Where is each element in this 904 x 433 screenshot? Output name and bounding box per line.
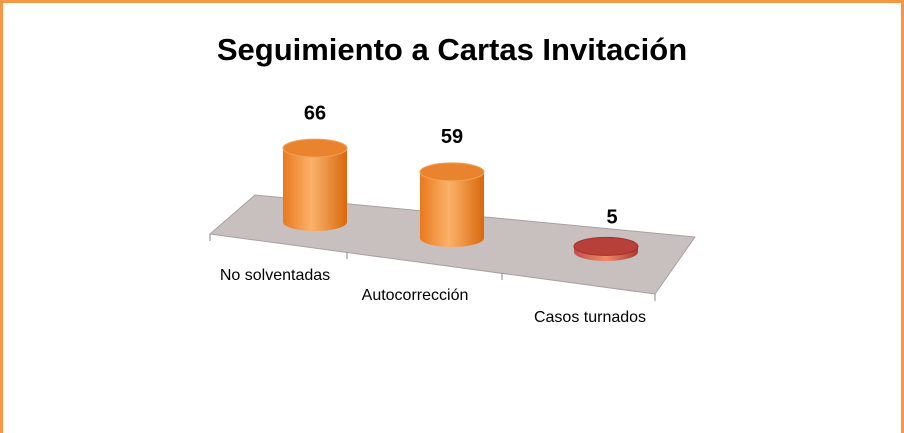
bar-top	[573, 236, 639, 256]
bar-top	[419, 162, 485, 182]
x-tick-label: Casos turnados	[534, 309, 646, 326]
bar-top	[282, 138, 348, 158]
bar	[419, 162, 485, 247]
chart-title: Seguimiento a Cartas Invitación	[217, 32, 687, 67]
bar	[573, 236, 639, 261]
value-label: 59	[441, 126, 463, 148]
x-tick-label: Autocorrección	[362, 287, 469, 304]
ticks	[209, 234, 656, 301]
value-label: 5	[606, 207, 617, 229]
bar	[282, 138, 348, 231]
bar-body	[283, 148, 347, 231]
x-tick-label: No solventadas	[220, 267, 330, 284]
bar-body	[420, 171, 484, 247]
value-label: 66	[304, 102, 326, 124]
